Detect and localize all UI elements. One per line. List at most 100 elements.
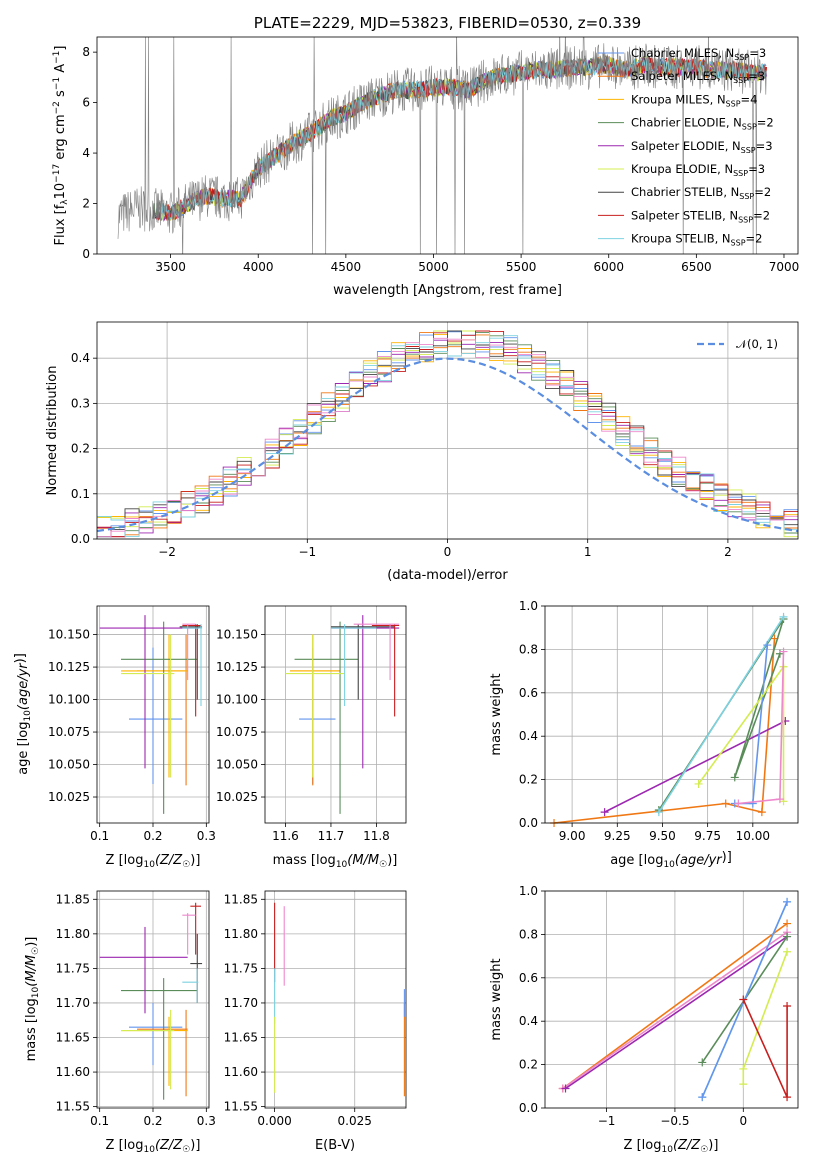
mass-weight-line xyxy=(565,935,788,1090)
x-tick-label: 3500 xyxy=(155,260,186,274)
y-tick-label: 11.80 xyxy=(224,927,258,941)
mass-weight-line xyxy=(738,651,785,805)
y-tick-label: 0 xyxy=(82,247,90,261)
chart-title: PLATE=2229, MJD=53823, FIBERID=0530, z=0… xyxy=(254,14,641,32)
legend-label: Chabrier STELIB, NSSP=2 xyxy=(631,185,771,201)
x-tick-label: −0.5 xyxy=(660,1114,689,1128)
plus-marker xyxy=(779,647,788,656)
plus-marker xyxy=(739,1064,748,1073)
plus-marker xyxy=(654,808,663,817)
y-tick-label: 1.0 xyxy=(519,884,538,898)
x-tick-label: 0.1 xyxy=(90,1114,109,1128)
y-tick-label: 10.050 xyxy=(48,758,90,772)
x-tick-label: 10.00 xyxy=(736,829,770,843)
plus-marker xyxy=(721,799,730,808)
legend-label: Chabrier MILES, NSSP=3 xyxy=(631,46,766,62)
y-axis-label: mass weight xyxy=(489,673,504,755)
x-tick-label: 0.000 xyxy=(257,1114,291,1128)
x-axis-label: mass [log10(M/M☉)] xyxy=(273,853,398,870)
mass-weight-line xyxy=(658,616,785,813)
y-tick-label: 11.60 xyxy=(224,1065,258,1079)
data-points xyxy=(285,615,400,814)
x-tick-label: −1 xyxy=(298,545,316,559)
x-tick-label: 0.2 xyxy=(143,1114,162,1128)
y-axis-label: mass weight xyxy=(489,958,504,1040)
plus-marker xyxy=(748,799,757,808)
x-tick-label: 11.8 xyxy=(363,829,390,843)
histogram-step xyxy=(97,330,798,538)
x-tick-label: 0.025 xyxy=(338,1114,372,1128)
y-tick-label: 6 xyxy=(82,96,90,110)
mass_weight_vs_Z-panel: −1 −0.5 0 0.0 0.2 0.4 0.6 0.8 1.0 mass weight Z [l… xyxy=(489,884,799,1155)
legend-label: Kroupa ELODIE, NSSP=3 xyxy=(631,162,765,178)
x-tick-label: 5500 xyxy=(506,260,537,274)
x-axis-label: age [log10(age/yr)] xyxy=(610,850,732,870)
y-tick-label: 10.125 xyxy=(216,660,258,674)
x-tick-label: 1 xyxy=(584,545,592,559)
y-tick-label: 10.075 xyxy=(216,725,258,739)
x-tick-label: 0 xyxy=(739,1114,747,1128)
legend-label: Kroupa STELIB, NSSP=2 xyxy=(631,232,762,248)
mass_vs_Z-panel: 0.1 0.2 0.3 11.55 11.60 11.65 11.70 11.75 11.80 1… xyxy=(24,890,216,1155)
y-tick-label: 0.4 xyxy=(519,1014,538,1028)
y-axis-label: Normed distribution xyxy=(45,366,60,496)
x-tick-label: −1 xyxy=(598,1114,616,1128)
plus-marker xyxy=(757,808,766,817)
plus-marker xyxy=(730,773,739,782)
observed-spectrum-line xyxy=(117,37,767,254)
gaussian-curve xyxy=(96,357,799,533)
x-tick-label: 0.3 xyxy=(197,829,216,843)
y-tick-label: 0.8 xyxy=(519,642,538,656)
axes-frame xyxy=(544,605,799,824)
y-axis-label: age [log10(age/yr)] xyxy=(13,653,33,775)
axes-frame xyxy=(96,36,799,255)
x-tick-label: 5000 xyxy=(418,260,449,274)
plus-marker xyxy=(781,717,790,726)
plus-marker xyxy=(779,612,788,621)
y-tick-label: 11.75 xyxy=(56,961,90,975)
x-tick-label: 11.6 xyxy=(272,829,299,843)
age_vs_mass-panel: 11.6 11.7 11.8 10.025 10.050 10.075 10.100 10.1… xyxy=(216,605,407,870)
y-tick-label: 11.70 xyxy=(224,996,258,1010)
plus-marker xyxy=(763,641,772,650)
axes-frame xyxy=(264,890,407,1109)
data-points xyxy=(99,902,203,1100)
plus-marker xyxy=(698,1093,707,1102)
y-tick-label: 0.3 xyxy=(71,396,90,410)
plus-marker xyxy=(694,779,703,788)
legend: Chabrier MILES, NSSP=3 Salpeter MILES, NS… xyxy=(598,46,774,248)
y-tick-label: 10.025 xyxy=(216,790,258,804)
legend-label: Salpeter ELODIE, NSSP=3 xyxy=(631,139,773,155)
y-tick-label: 11.75 xyxy=(224,961,258,975)
data-points xyxy=(99,615,203,814)
y-tick-label: 11.85 xyxy=(224,892,258,906)
x-tick-label: −2 xyxy=(158,545,176,559)
mass-weight-line xyxy=(742,999,788,1098)
x-axis-label: (data-model)/error xyxy=(387,568,508,583)
y-tick-label: 0.4 xyxy=(519,729,538,743)
legend-label: Salpeter MILES, NSSP=3 xyxy=(631,69,765,85)
y-tick-label: 11.55 xyxy=(56,1100,90,1114)
legend-label: Chabrier ELODIE, NSSP=2 xyxy=(631,116,774,132)
x-tick-label: 2 xyxy=(724,545,732,559)
x-tick-label: 9.50 xyxy=(649,829,676,843)
y-tick-label: 11.55 xyxy=(224,1100,258,1114)
spectrum-panel: PLATE=2229, MJD=53823, FIBERID=0530, z=0… xyxy=(52,14,799,298)
age_vs_Z-panel: 0.1 0.2 0.3 10.025 10.050 10.075 10.100 10.125 1… xyxy=(13,605,216,870)
y-tick-label: 8 xyxy=(82,45,90,59)
x-tick-label: 0.3 xyxy=(197,1114,216,1128)
y-tick-label: 0.2 xyxy=(519,773,538,787)
y-tick-label: 0.0 xyxy=(519,1101,538,1115)
x-tick-label: 6000 xyxy=(593,260,624,274)
y-tick-label: 1.0 xyxy=(519,599,538,613)
y-tick-label: 10.075 xyxy=(48,725,90,739)
x-axis-label: E(B-V) xyxy=(315,1138,355,1153)
mass-weight-line xyxy=(562,931,788,1090)
plus-marker xyxy=(561,1084,570,1093)
x-tick-label: 11.7 xyxy=(318,829,345,843)
y-tick-label: 0.1 xyxy=(71,487,90,501)
y-tick-label: 0.6 xyxy=(519,686,538,700)
plus-marker xyxy=(783,919,792,928)
y-tick-label: 0.6 xyxy=(519,971,538,985)
